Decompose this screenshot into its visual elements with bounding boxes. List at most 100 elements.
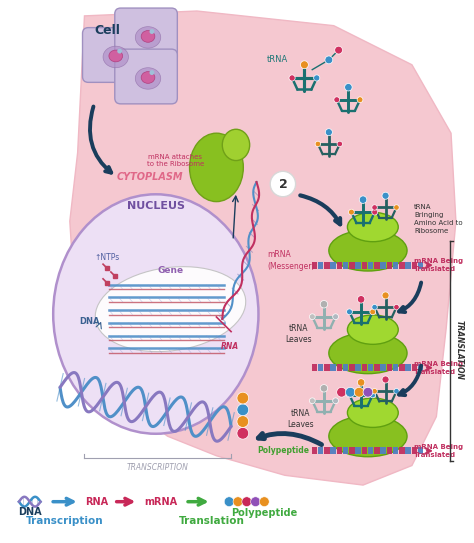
Bar: [387, 364, 392, 371]
Bar: [356, 364, 361, 371]
Bar: [330, 364, 336, 371]
Text: CYTOPLASM: CYTOPLASM: [117, 172, 183, 182]
Circle shape: [382, 192, 389, 199]
Circle shape: [301, 61, 309, 69]
Circle shape: [315, 141, 320, 147]
Circle shape: [394, 388, 399, 394]
Circle shape: [394, 205, 399, 210]
Ellipse shape: [190, 133, 243, 201]
Bar: [393, 447, 398, 454]
Circle shape: [233, 497, 243, 507]
Text: Polypeptide: Polypeptide: [231, 508, 298, 519]
Text: mRNA Being
Translated: mRNA Being Translated: [414, 444, 463, 458]
Circle shape: [149, 29, 155, 34]
Bar: [399, 262, 405, 269]
Circle shape: [345, 84, 352, 91]
Ellipse shape: [329, 230, 407, 271]
Text: tRNA: tRNA: [266, 55, 288, 65]
Circle shape: [325, 56, 333, 64]
Ellipse shape: [103, 46, 128, 68]
Circle shape: [320, 300, 328, 308]
Ellipse shape: [141, 72, 155, 83]
Ellipse shape: [109, 50, 123, 62]
Circle shape: [382, 292, 389, 299]
Circle shape: [149, 70, 155, 75]
Bar: [324, 262, 330, 269]
Ellipse shape: [53, 194, 258, 434]
Circle shape: [289, 75, 295, 81]
Circle shape: [337, 387, 346, 397]
Text: Gene: Gene: [157, 266, 183, 275]
Ellipse shape: [329, 416, 407, 457]
Bar: [368, 447, 374, 454]
Text: Transcription: Transcription: [26, 516, 104, 526]
Text: mRNA Being
Translated: mRNA Being Translated: [414, 258, 463, 272]
Ellipse shape: [347, 315, 398, 344]
Bar: [411, 447, 417, 454]
Bar: [381, 447, 386, 454]
Ellipse shape: [135, 68, 161, 89]
Bar: [411, 262, 417, 269]
Bar: [374, 364, 380, 371]
Bar: [387, 447, 392, 454]
Bar: [368, 262, 374, 269]
Text: TRANSLATION: TRANSLATION: [455, 320, 464, 380]
Text: Polypeptide: Polypeptide: [257, 446, 310, 456]
Text: Translation: Translation: [179, 516, 245, 526]
Bar: [318, 364, 323, 371]
Circle shape: [251, 497, 260, 507]
Text: mRNA
(Messenger): mRNA (Messenger): [267, 250, 315, 270]
Circle shape: [346, 309, 352, 315]
Circle shape: [372, 305, 377, 310]
Circle shape: [237, 392, 249, 404]
Bar: [374, 262, 380, 269]
Circle shape: [237, 427, 249, 439]
Text: mRNA: mRNA: [144, 497, 177, 507]
Text: 2: 2: [279, 178, 287, 191]
Ellipse shape: [135, 27, 161, 48]
Bar: [337, 262, 342, 269]
Bar: [343, 364, 348, 371]
Bar: [399, 447, 405, 454]
Circle shape: [348, 209, 355, 215]
Bar: [337, 447, 342, 454]
Circle shape: [242, 497, 252, 507]
Text: DNA: DNA: [79, 317, 100, 326]
Circle shape: [346, 392, 352, 398]
Circle shape: [259, 497, 269, 507]
Bar: [418, 262, 423, 269]
Bar: [399, 364, 405, 371]
Circle shape: [357, 295, 365, 303]
Ellipse shape: [329, 333, 407, 374]
Text: RNA: RNA: [221, 342, 239, 351]
FancyBboxPatch shape: [115, 49, 177, 104]
Bar: [362, 364, 367, 371]
Bar: [318, 262, 323, 269]
Circle shape: [334, 97, 340, 103]
Text: tRNA
Leaves: tRNA Leaves: [285, 324, 312, 344]
Circle shape: [320, 384, 328, 392]
Bar: [330, 447, 336, 454]
Circle shape: [359, 196, 367, 204]
Bar: [318, 447, 323, 454]
Circle shape: [372, 388, 377, 394]
Circle shape: [382, 376, 389, 383]
Bar: [381, 262, 386, 269]
Bar: [387, 262, 392, 269]
Ellipse shape: [222, 129, 250, 161]
Text: tRNA
Bringing
Amino Acid to
Ribosome: tRNA Bringing Amino Acid to Ribosome: [414, 204, 463, 234]
Polygon shape: [70, 11, 456, 485]
Circle shape: [354, 387, 364, 397]
Bar: [405, 447, 411, 454]
Text: ↑NTPs: ↑NTPs: [94, 253, 119, 262]
Circle shape: [237, 404, 249, 416]
Circle shape: [224, 497, 234, 507]
Ellipse shape: [347, 212, 398, 242]
Circle shape: [346, 387, 355, 397]
Bar: [418, 447, 423, 454]
Circle shape: [372, 209, 378, 215]
Circle shape: [325, 129, 332, 136]
Circle shape: [117, 49, 122, 54]
Circle shape: [333, 398, 338, 403]
Bar: [374, 447, 380, 454]
